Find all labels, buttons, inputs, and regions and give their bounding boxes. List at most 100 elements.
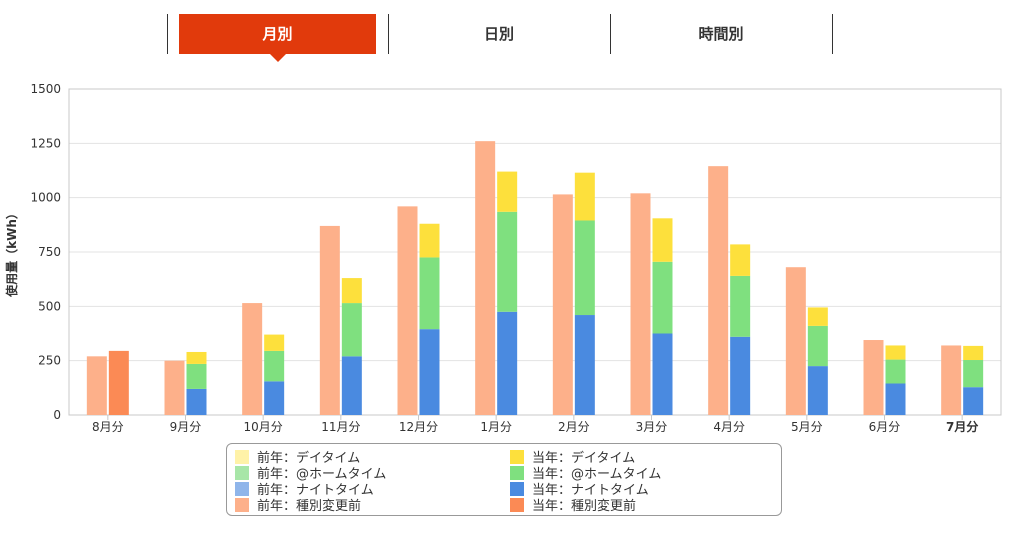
bar-prev-before-change <box>863 340 884 415</box>
legend-swatch <box>235 450 249 464</box>
legend-swatch <box>510 450 524 464</box>
y-tick-label: 500 <box>38 299 61 313</box>
tab-daily[interactable]: 日別 <box>389 14 609 54</box>
bar-cur-day <box>963 345 984 361</box>
bar-cur-night <box>885 383 906 415</box>
tab-separator <box>832 14 833 54</box>
tab-separator <box>610 14 611 54</box>
legend-swatch <box>235 498 249 512</box>
bar-cur-home <box>497 211 518 312</box>
bar-prev-before-change <box>242 303 263 415</box>
y-tick-label: 750 <box>38 245 61 259</box>
plot-frame <box>68 88 1002 416</box>
bar-cur-home <box>652 261 673 334</box>
bar-cur-night <box>730 336 751 415</box>
legend-item[interactable]: 当年：デイタイム <box>510 450 635 466</box>
x-tick-label: 6月分 <box>869 420 901 434</box>
tab-hourly-label: 時間別 <box>698 25 744 43</box>
x-tick-label: 5月分 <box>791 420 823 434</box>
bar-prev-before-change <box>941 345 962 415</box>
bar-cur-home <box>186 363 207 389</box>
legend-swatch <box>510 466 524 480</box>
tab-monthly-label: 月別 <box>262 25 293 43</box>
legend-label: 前年：@ホームタイム <box>257 467 387 482</box>
bar-cur-day <box>186 351 207 364</box>
tab-separator <box>167 14 168 54</box>
bar-cur-day <box>652 218 673 262</box>
bar-cur-day <box>807 307 828 326</box>
legend-label: 当年：ナイトタイム <box>532 483 649 498</box>
tab-hourly[interactable]: 時間別 <box>611 14 831 54</box>
chart-legend: 前年：デイタイム 当年：デイタイム 前年：@ホームタイム 当年：@ホームタイム … <box>226 443 782 516</box>
y-tick-label: 0 <box>53 408 61 422</box>
y-axis-title: 使用量（kWh） <box>4 207 19 298</box>
legend-label: 前年：デイタイム <box>257 451 361 466</box>
x-tick-label: 9月分 <box>170 420 202 434</box>
bar-cur-home <box>341 303 362 357</box>
x-tick-label: 11月分 <box>321 420 360 434</box>
bar-cur-night <box>652 333 673 415</box>
bar-cur-night <box>264 381 285 415</box>
legend-label: 当年：@ホームタイム <box>532 467 662 482</box>
legend-item[interactable]: 前年：種別変更前 <box>235 498 361 514</box>
y-tick-label: 1500 <box>30 82 61 96</box>
bar-cur-night <box>807 366 828 415</box>
x-tick-label: 8月分 <box>92 420 124 434</box>
legend-item[interactable]: 前年：@ホームタイム <box>235 466 386 482</box>
legend-item[interactable]: 当年：ナイトタイム <box>510 482 649 498</box>
bar-prev-before-change <box>397 206 418 415</box>
legend-label: 当年：種別変更前 <box>532 499 637 514</box>
bar-cur-before-change <box>108 350 129 415</box>
legend-item[interactable]: 当年：@ホームタイム <box>510 466 661 482</box>
tab-daily-label: 日別 <box>483 25 514 43</box>
bar-cur-day <box>574 172 595 221</box>
bar-prev-before-change <box>708 166 729 415</box>
bar-cur-home <box>419 257 440 330</box>
x-tick-label: 2月分 <box>558 420 590 434</box>
bar-cur-home <box>730 275 751 337</box>
legend-swatch <box>510 498 524 512</box>
x-tick-label: 7月分 <box>946 419 978 434</box>
bar-cur-home <box>264 350 285 382</box>
y-tick-label: 1000 <box>30 191 61 205</box>
x-tick-label: 3月分 <box>636 420 668 434</box>
tab-separator <box>388 14 389 54</box>
legend-item[interactable]: 前年：ナイトタイム <box>235 482 374 498</box>
bar-prev-before-change <box>630 193 651 415</box>
legend-label: 当年：デイタイム <box>532 451 636 466</box>
bar-cur-day <box>730 244 751 276</box>
bar-cur-day <box>341 278 362 304</box>
legend-label: 前年：種別変更前 <box>257 499 362 514</box>
bar-cur-day <box>419 223 440 258</box>
bar-prev-before-change <box>164 360 185 415</box>
x-tick-label: 10月分 <box>244 420 283 434</box>
bar-cur-home <box>885 359 906 384</box>
bar-cur-home <box>807 325 828 367</box>
bar-cur-home <box>963 360 984 388</box>
bar-cur-home <box>574 220 595 316</box>
bar-cur-night <box>186 388 207 415</box>
x-tick-label: 1月分 <box>480 420 512 434</box>
tab-monthly[interactable]: 月別 <box>179 14 376 62</box>
bar-cur-night <box>497 311 518 415</box>
bar-cur-night <box>574 315 595 415</box>
legend-swatch <box>235 482 249 496</box>
bar-prev-before-change <box>785 267 806 415</box>
y-tick-label: 1250 <box>30 136 61 150</box>
legend-label: 前年：ナイトタイム <box>257 483 374 498</box>
bar-cur-night <box>419 329 440 415</box>
active-tab-caret <box>269 54 286 62</box>
bar-prev-before-change <box>86 356 107 415</box>
period-tabs: 月別 日別 時間別 <box>167 14 833 62</box>
bar-prev-before-change <box>552 194 573 415</box>
bar-cur-night <box>341 356 362 415</box>
legend-item[interactable]: 前年：デイタイム <box>235 450 360 466</box>
bar-cur-day <box>885 345 906 360</box>
y-tick-label: 250 <box>38 354 61 368</box>
bar-cur-day <box>497 171 518 212</box>
bar-cur-day <box>264 334 285 351</box>
legend-swatch <box>510 482 524 496</box>
bar-cur-night <box>963 387 984 415</box>
legend-item[interactable]: 当年：種別変更前 <box>510 498 636 514</box>
